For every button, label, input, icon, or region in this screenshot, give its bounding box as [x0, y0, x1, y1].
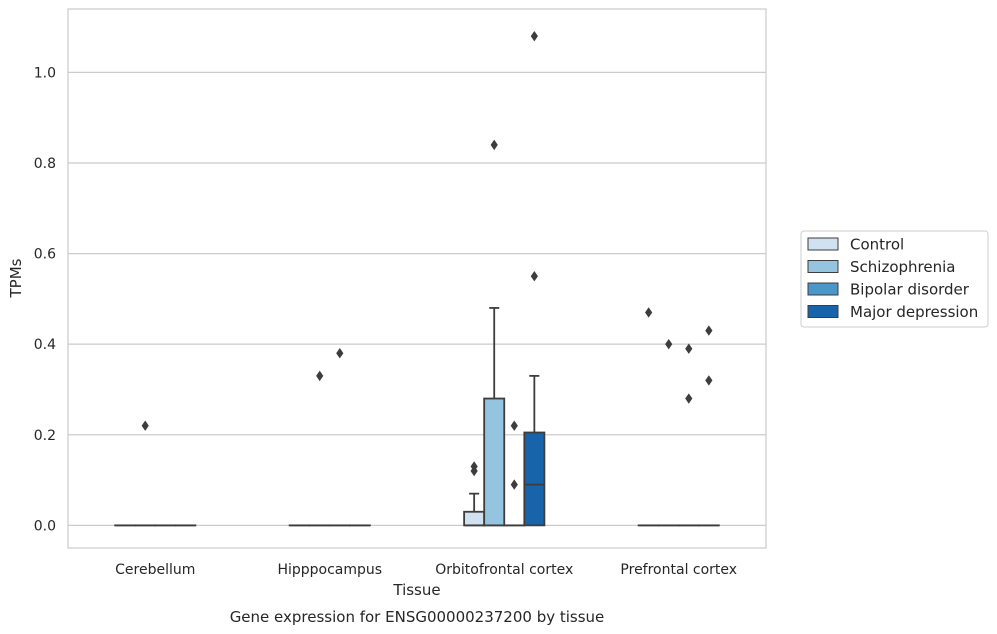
- box-control: [463, 461, 486, 527]
- box-bipolar-disorder: [503, 420, 526, 527]
- box-bipolar-disorder: [677, 343, 700, 527]
- outlier-point: [705, 325, 713, 336]
- plot-area: [68, 9, 766, 548]
- legend-swatch: [807, 282, 839, 296]
- legend-swatch: [807, 305, 839, 318]
- x-tick-label: Orbitofrontal cortex: [435, 562, 573, 578]
- outlier-point: [141, 420, 149, 431]
- outlier-point: [645, 307, 653, 318]
- x-tick-label: Cerebellum: [115, 562, 195, 578]
- plot-frame: [67, 8, 767, 549]
- legend-swatch: [807, 237, 839, 251]
- outlier-point: [470, 461, 478, 472]
- outlier-point: [665, 338, 673, 350]
- outlier-point: [685, 393, 693, 404]
- legend: Control Schizophrenia Bipolar disorder Majo…: [800, 230, 989, 328]
- figure-caption: Gene expression for ENSG00000237200 by t…: [230, 608, 605, 626]
- y-tick-label: 0.0: [34, 518, 56, 534]
- y-tick-label: 0.6: [34, 247, 56, 263]
- y-tick-labels: 0.0 0.2 0.4 0.6 0.8 1.0: [34, 65, 56, 534]
- outlier-point: [510, 479, 518, 490]
- legend-label: Major depression: [850, 303, 978, 321]
- box-major-depression: [523, 30, 546, 527]
- legend-swatch: [807, 260, 839, 273]
- y-tick-label: 1.0: [34, 65, 56, 81]
- legend-label: Control: [850, 236, 904, 254]
- outlier-point: [705, 375, 713, 386]
- boxes: [114, 30, 720, 527]
- outlier-point: [510, 420, 518, 431]
- legend-label: Bipolar disorder: [850, 281, 970, 299]
- box-major-depression: [697, 325, 720, 527]
- legend-label: Schizophrenia: [850, 258, 955, 276]
- outlier-point: [530, 30, 538, 42]
- outlier-point: [316, 370, 324, 382]
- box-body: [523, 431, 546, 527]
- outlier-point: [530, 271, 538, 282]
- box-body: [483, 397, 506, 527]
- box-schizophrenia: [657, 338, 680, 527]
- outlier-point: [685, 343, 693, 354]
- x-tick-label: Prefrontal cortex: [620, 562, 737, 578]
- x-tick-labels: Cerebellum Hipppocampus Orbitofrontal cort…: [115, 562, 737, 578]
- y-tick-label: 0.4: [34, 337, 56, 353]
- outlier-point: [490, 139, 498, 151]
- y-tick-label: 0.2: [34, 428, 56, 444]
- x-axis-label: Tissue: [392, 581, 440, 599]
- y-tick-label: 0.8: [34, 156, 56, 172]
- x-tick-label: Hipppocampus: [277, 562, 382, 578]
- legend-frame: [800, 230, 989, 328]
- y-axis-label: TPMs: [7, 258, 25, 298]
- box-body: [463, 510, 486, 527]
- outlier-point: [336, 348, 344, 359]
- box-schizophrenia: [483, 139, 506, 527]
